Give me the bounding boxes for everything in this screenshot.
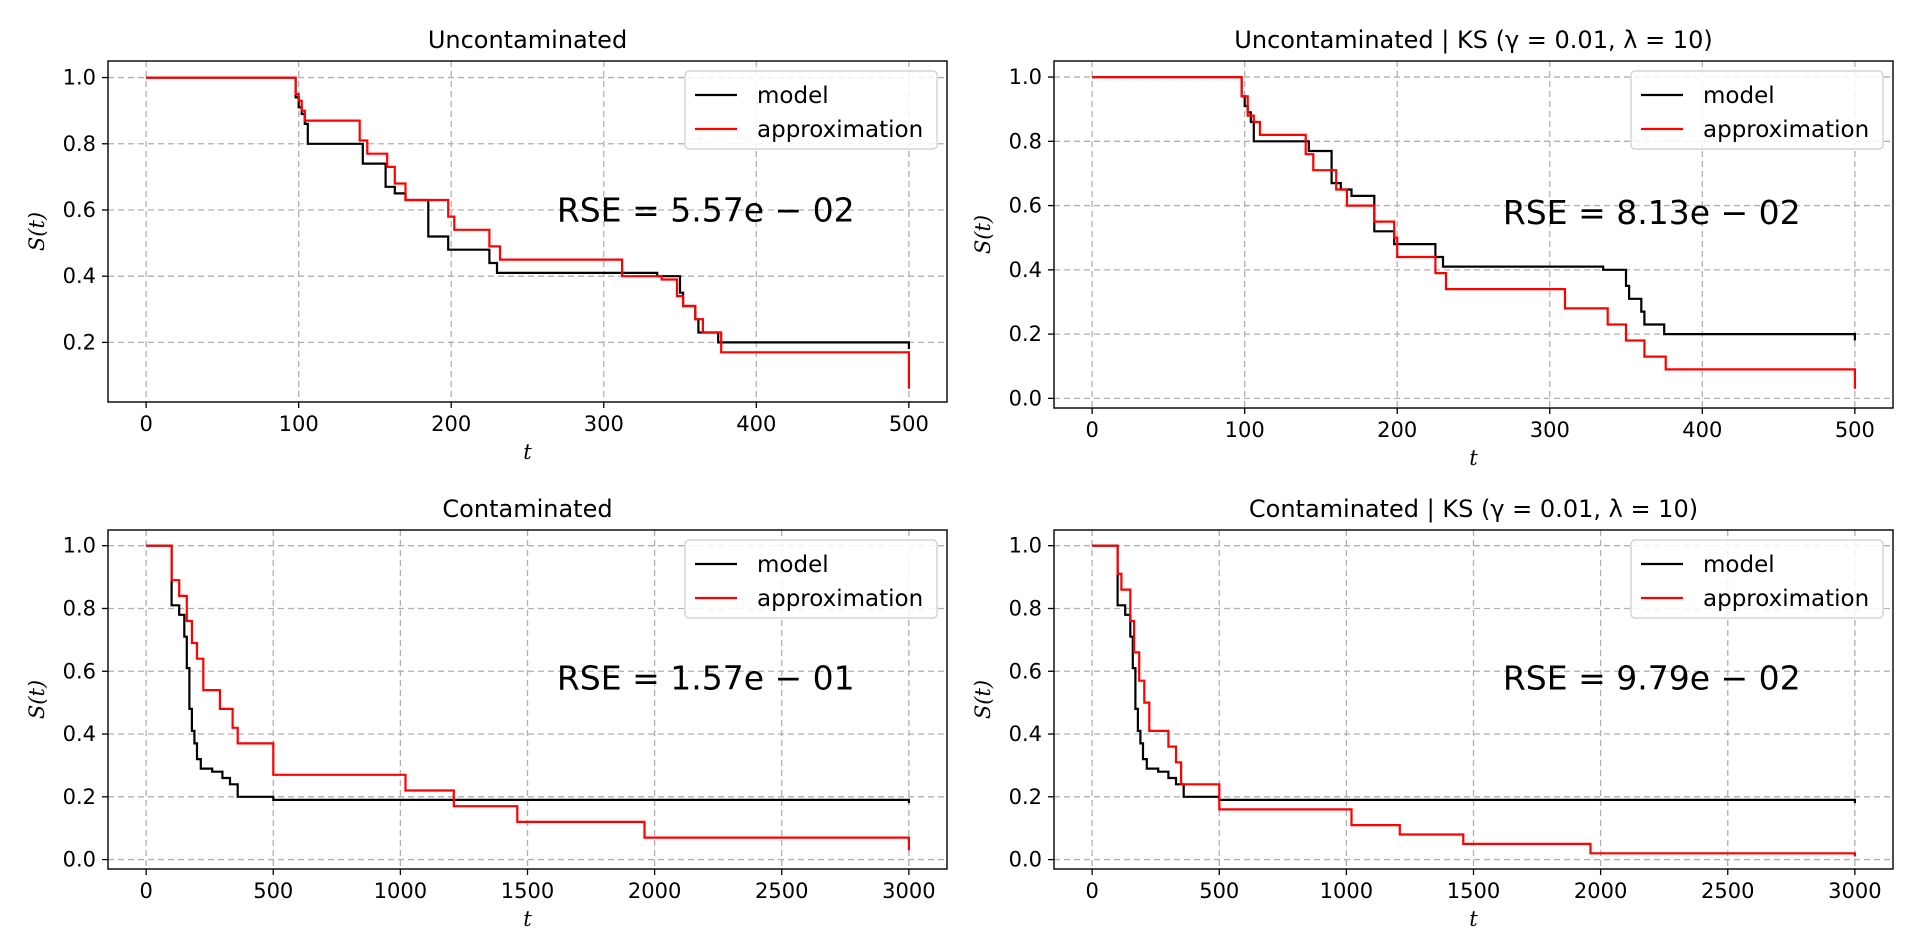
chart-contaminated-xtick-label: 2000 bbox=[628, 879, 681, 903]
chart-contaminated-series-model bbox=[146, 544, 910, 804]
chart-uncontaminated-xtick-label: 400 bbox=[736, 412, 776, 436]
chart-contaminated-xtick-label: 0 bbox=[139, 879, 152, 903]
chart-contaminated-ks-ylabel: S(t) bbox=[971, 680, 995, 719]
chart-uncontaminated-ks-xtick-label: 400 bbox=[1682, 418, 1722, 442]
chart-uncontaminated-ks-legend-label-approximation: approximation bbox=[1703, 117, 1869, 143]
subplot-contaminated-ks: 0 500 1000 1500 2000 2500 3000 0.0 0.2 0.4 0.6 0.8 1… bbox=[971, 495, 1894, 931]
chart-uncontaminated-ks-ytick-label: 0.8 bbox=[1009, 129, 1042, 153]
chart-contaminated-series-approximation bbox=[146, 544, 910, 851]
subplot-uncontaminated: 0 100 200 300 400 500 0.2 0.4 0.6 0.8 1.0 t S(t) Unco… bbox=[25, 26, 948, 464]
chart-contaminated-ks-xtick-label: 3000 bbox=[1828, 879, 1881, 903]
chart-contaminated-title: Contaminated bbox=[442, 495, 612, 523]
chart-uncontaminated-ylabel: S(t) bbox=[25, 212, 49, 251]
chart-contaminated-legend-label-approximation: approximation bbox=[757, 586, 923, 612]
chart-uncontaminated-ks-xtick-label: 300 bbox=[1530, 418, 1570, 442]
chart-uncontaminated-xtick-label: 100 bbox=[279, 412, 319, 436]
chart-contaminated-ks-ytick-label: 0.6 bbox=[1009, 659, 1042, 683]
chart-contaminated-ks-ytick-label: 0.0 bbox=[1009, 848, 1042, 872]
chart-uncontaminated-series-approximation bbox=[146, 76, 910, 389]
chart-uncontaminated-frame bbox=[107, 60, 948, 403]
chart-contaminated-ytick-label: 0.2 bbox=[63, 785, 96, 809]
chart-contaminated-ytick-label: 0.6 bbox=[63, 659, 96, 683]
chart-uncontaminated-ytick-label: 0.6 bbox=[63, 198, 96, 222]
chart-uncontaminated-xtick-label: 0 bbox=[139, 412, 152, 436]
chart-contaminated-ytick-label: 1.0 bbox=[63, 534, 96, 558]
chart-contaminated-xtick-label: 1000 bbox=[374, 879, 427, 903]
chart-uncontaminated-ks-xtick-label: 100 bbox=[1225, 418, 1265, 442]
chart-uncontaminated-ytick-label: 1.0 bbox=[63, 66, 96, 90]
chart-uncontaminated-xtick-label: 200 bbox=[431, 412, 471, 436]
subplot-uncontaminated-ks: 0 100 200 300 400 500 0.0 0.2 0.4 0.6 0.8 1.0 t S(t) U… bbox=[971, 26, 1894, 470]
chart-contaminated-ks-ytick-label: 0.2 bbox=[1009, 785, 1042, 809]
chart-contaminated-ks-xtick-label: 500 bbox=[1199, 879, 1239, 903]
chart-uncontaminated-legend-box bbox=[684, 70, 938, 150]
chart-uncontaminated-ks-ytick-label: 0.0 bbox=[1009, 386, 1042, 410]
chart-contaminated-ks-xtick-label: 1500 bbox=[1447, 879, 1500, 903]
chart-uncontaminated-ks-xtick-label: 0 bbox=[1085, 418, 1098, 442]
chart-contaminated-ks-legend-label-approximation: approximation bbox=[1703, 586, 1869, 612]
chart-uncontaminated-ytick-label: 0.8 bbox=[63, 132, 96, 156]
chart-contaminated-xtick-label: 3000 bbox=[882, 879, 935, 903]
chart-uncontaminated-xtick-label: 300 bbox=[584, 412, 624, 436]
chart-uncontaminated-ks-xlabel: t bbox=[1469, 446, 1478, 470]
chart-contaminated-xtick-label: 500 bbox=[253, 879, 293, 903]
chart-uncontaminated-legend-label-approximation: approximation bbox=[757, 117, 923, 143]
chart-uncontaminated-title: Uncontaminated bbox=[428, 26, 627, 54]
chart-uncontaminated-ks-legend-box bbox=[1630, 70, 1884, 150]
chart-uncontaminated-ks-title: Uncontaminated | KS (γ = 0.01, λ = 10) bbox=[1234, 26, 1712, 54]
chart-uncontaminated-xlabel: t bbox=[523, 440, 532, 464]
chart-contaminated-ks-legend-label-model: model bbox=[1703, 552, 1775, 578]
chart-uncontaminated-ks-ytick-label: 0.6 bbox=[1009, 194, 1042, 218]
subplot-contaminated: 0 500 1000 1500 2000 2500 3000 0.0 0.2 0.4 0.6 0.8 1… bbox=[25, 495, 948, 931]
chart-contaminated-xtick-label: 2500 bbox=[755, 879, 808, 903]
chart-contaminated-ks-rse-annotation: RSE = 9.79e − 02 bbox=[1503, 658, 1801, 697]
chart-contaminated-legend-label-model: model bbox=[757, 552, 829, 578]
chart-uncontaminated-ks-ytick-label: 1.0 bbox=[1009, 65, 1042, 89]
chart-uncontaminated-ks-series-approximation bbox=[1092, 76, 1856, 389]
chart-contaminated-ks-xtick-label: 2000 bbox=[1574, 879, 1627, 903]
chart-contaminated-ks-legend-box bbox=[1630, 539, 1884, 619]
chart-contaminated-xtick-label: 1500 bbox=[501, 879, 554, 903]
chart-contaminated-ks-xlabel: t bbox=[1469, 907, 1478, 931]
chart-contaminated-ks-series-approximation bbox=[1092, 544, 1856, 857]
chart-contaminated-ks-xtick-label: 0 bbox=[1085, 879, 1098, 903]
chart-contaminated-ylabel: S(t) bbox=[25, 680, 49, 719]
chart-contaminated-ytick-label: 0.0 bbox=[63, 848, 96, 872]
chart-uncontaminated-rse-annotation: RSE = 5.57e − 02 bbox=[557, 190, 855, 229]
chart-uncontaminated-ks-ytick-label: 0.2 bbox=[1009, 322, 1042, 346]
chart-contaminated-rse-annotation: RSE = 1.57e − 01 bbox=[557, 658, 855, 697]
chart-contaminated-legend-box bbox=[684, 539, 938, 619]
chart-contaminated-ks-title: Contaminated | KS (γ = 0.01, λ = 10) bbox=[1249, 495, 1698, 523]
chart-uncontaminated-ks-rse-annotation: RSE = 8.13e − 02 bbox=[1503, 193, 1801, 232]
chart-uncontaminated-ks-frame bbox=[1053, 60, 1894, 409]
chart-uncontaminated-ks-xtick-label: 200 bbox=[1377, 418, 1417, 442]
chart-uncontaminated-ks-legend-label-model: model bbox=[1703, 83, 1775, 109]
chart-contaminated-ks-ytick-label: 0.8 bbox=[1009, 596, 1042, 620]
chart-contaminated-ks-ytick-label: 1.0 bbox=[1009, 534, 1042, 558]
chart-uncontaminated-ks-ytick-label: 0.4 bbox=[1009, 258, 1042, 282]
chart-contaminated-ytick-label: 0.8 bbox=[63, 596, 96, 620]
chart-contaminated-xlabel: t bbox=[523, 907, 532, 931]
chart-contaminated-ytick-label: 0.4 bbox=[63, 722, 96, 746]
chart-uncontaminated-legend-label-model: model bbox=[757, 83, 829, 109]
chart-uncontaminated-ytick-label: 0.2 bbox=[63, 330, 96, 354]
chart-uncontaminated-ytick-label: 0.4 bbox=[63, 264, 96, 288]
chart-uncontaminated-ks-xtick-label: 500 bbox=[1835, 418, 1875, 442]
chart-uncontaminated-ks-ylabel: S(t) bbox=[971, 215, 995, 254]
chart-uncontaminated-ks-series-model bbox=[1092, 76, 1856, 341]
chart-contaminated-ks-ytick-label: 0.4 bbox=[1009, 722, 1042, 746]
chart-uncontaminated-xtick-label: 500 bbox=[889, 412, 929, 436]
chart-contaminated-ks-xtick-label: 2500 bbox=[1701, 879, 1754, 903]
chart-contaminated-ks-xtick-label: 1000 bbox=[1320, 879, 1373, 903]
